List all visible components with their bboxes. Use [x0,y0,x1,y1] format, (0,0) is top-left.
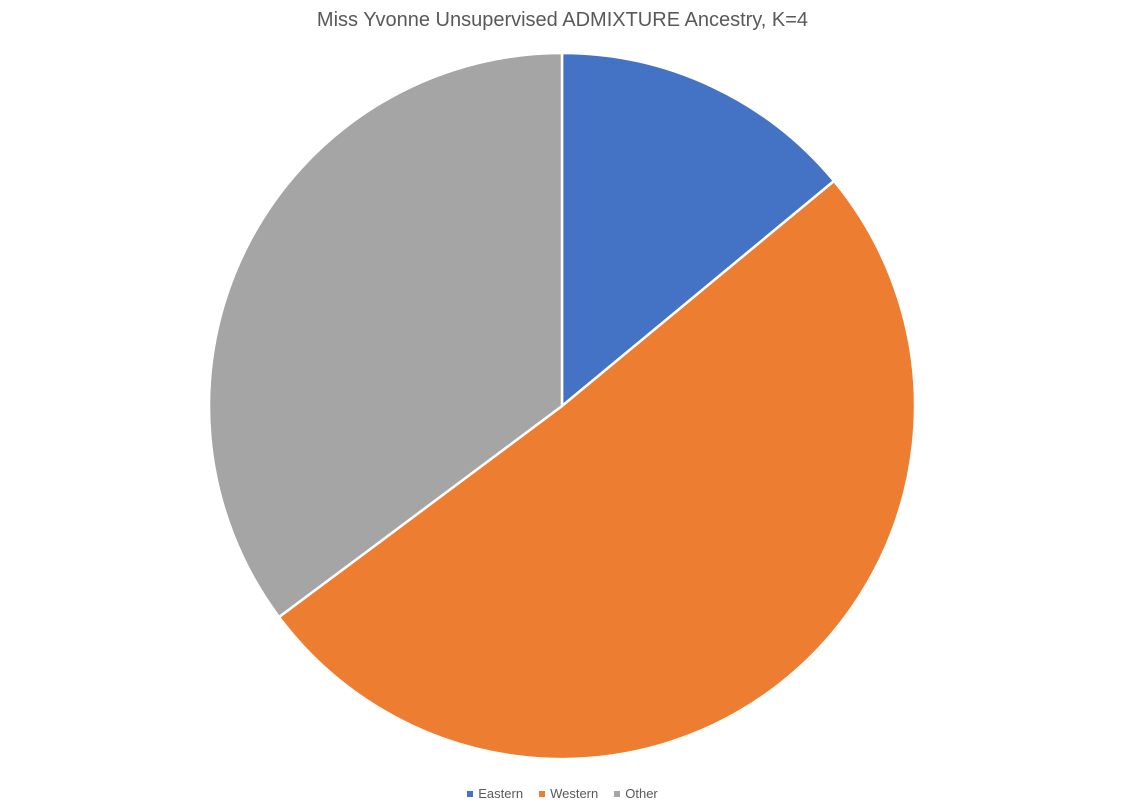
pie-slice-other [207,51,564,619]
chart-title: Miss Yvonne Unsupervised ADMIXTURE Ances… [316,9,809,31]
pie-slices [207,51,917,761]
legend-label-other: Other [625,786,658,801]
legend-swatch-other [614,791,621,797]
legend-swatch-western [539,791,546,797]
legend-label-western: Western [550,786,599,801]
legend-swatch-eastern [467,791,474,797]
legend-label-eastern: Eastern [478,786,524,801]
legend-item-eastern: Eastern [467,785,523,803]
legend-item-western: Western [539,785,598,803]
legend-item-other: Other [614,785,658,803]
pie-slice-western [277,179,917,761]
chart-legend: Eastern Western Other [0,785,1125,803]
pie-slice-eastern [560,51,836,408]
